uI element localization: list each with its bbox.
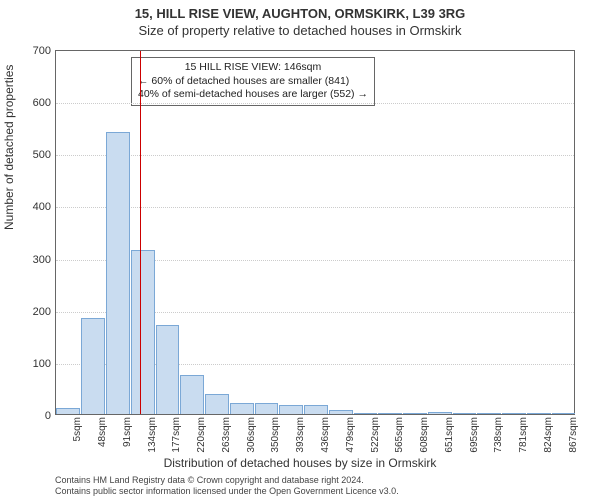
xtick-label: 134sqm xyxy=(147,417,158,453)
xtick-label: 738sqm xyxy=(493,417,504,453)
histogram-bar xyxy=(279,405,303,414)
annotation-line: ← 60% of detached houses are smaller (84… xyxy=(138,75,368,89)
y-axis-label: Number of detached properties xyxy=(2,65,16,230)
ytick-label: 200 xyxy=(33,306,51,318)
xtick-label: 177sqm xyxy=(171,417,182,453)
reference-line xyxy=(140,51,141,414)
histogram-bar xyxy=(304,405,328,414)
histogram-bar xyxy=(255,403,279,414)
x-axis-label: Distribution of detached houses by size … xyxy=(0,456,600,470)
ytick-label: 0 xyxy=(45,410,51,422)
footer-attribution: Contains HM Land Registry data © Crown c… xyxy=(55,475,399,497)
histogram-bar xyxy=(106,132,130,414)
annotation-line: 15 HILL RISE VIEW: 146sqm xyxy=(138,61,368,75)
xtick-label: 824sqm xyxy=(543,417,554,453)
histogram-bar xyxy=(428,412,452,414)
histogram-bar xyxy=(502,413,526,414)
histogram-bar xyxy=(453,413,477,414)
xtick-label: 608sqm xyxy=(419,417,430,453)
xtick-label: 350sqm xyxy=(270,417,281,453)
histogram-bar xyxy=(205,394,229,414)
annotation-line: 40% of semi-detached houses are larger (… xyxy=(138,88,368,102)
histogram-bar xyxy=(552,413,576,414)
histogram-bar xyxy=(329,410,353,414)
xtick-label: 5sqm xyxy=(72,417,83,441)
histogram-bar xyxy=(131,250,155,414)
xtick-label: 263sqm xyxy=(221,417,232,453)
histogram-bar xyxy=(403,413,427,414)
grid-line xyxy=(56,155,574,156)
xtick-label: 306sqm xyxy=(246,417,257,453)
xtick-label: 522sqm xyxy=(370,417,381,453)
ytick-label: 500 xyxy=(33,149,51,161)
xtick-label: 695sqm xyxy=(469,417,480,453)
title-sub: Size of property relative to detached ho… xyxy=(0,21,600,38)
grid-line xyxy=(56,103,574,104)
xtick-label: 220sqm xyxy=(196,417,207,453)
xtick-label: 651sqm xyxy=(444,417,455,453)
histogram-bar xyxy=(180,375,204,414)
histogram-bar xyxy=(354,413,378,414)
histogram-bar xyxy=(477,413,501,414)
xtick-label: 781sqm xyxy=(518,417,529,453)
grid-line xyxy=(56,207,574,208)
histogram-bar xyxy=(156,325,180,414)
xtick-label: 867sqm xyxy=(568,417,579,453)
xtick-label: 393sqm xyxy=(295,417,306,453)
histogram-bar xyxy=(81,318,105,414)
xtick-label: 565sqm xyxy=(394,417,405,453)
xtick-label: 48sqm xyxy=(97,417,108,447)
xtick-label: 479sqm xyxy=(345,417,356,453)
ytick-label: 100 xyxy=(33,358,51,370)
ytick-label: 300 xyxy=(33,254,51,266)
ytick-label: 400 xyxy=(33,201,51,213)
xtick-label: 436sqm xyxy=(320,417,331,453)
histogram-bar xyxy=(527,413,551,414)
ytick-label: 600 xyxy=(33,97,51,109)
chart-plot-area: 15 HILL RISE VIEW: 146sqm← 60% of detach… xyxy=(55,50,575,415)
ytick-label: 700 xyxy=(33,45,51,57)
histogram-bar xyxy=(378,413,402,414)
annotation-box: 15 HILL RISE VIEW: 146sqm← 60% of detach… xyxy=(131,57,375,106)
histogram-bar xyxy=(230,403,254,414)
xtick-label: 91sqm xyxy=(122,417,133,447)
footer-line1: Contains HM Land Registry data © Crown c… xyxy=(55,475,399,486)
title-main: 15, HILL RISE VIEW, AUGHTON, ORMSKIRK, L… xyxy=(0,0,600,21)
footer-line2: Contains public sector information licen… xyxy=(55,486,399,497)
histogram-bar xyxy=(56,408,80,414)
